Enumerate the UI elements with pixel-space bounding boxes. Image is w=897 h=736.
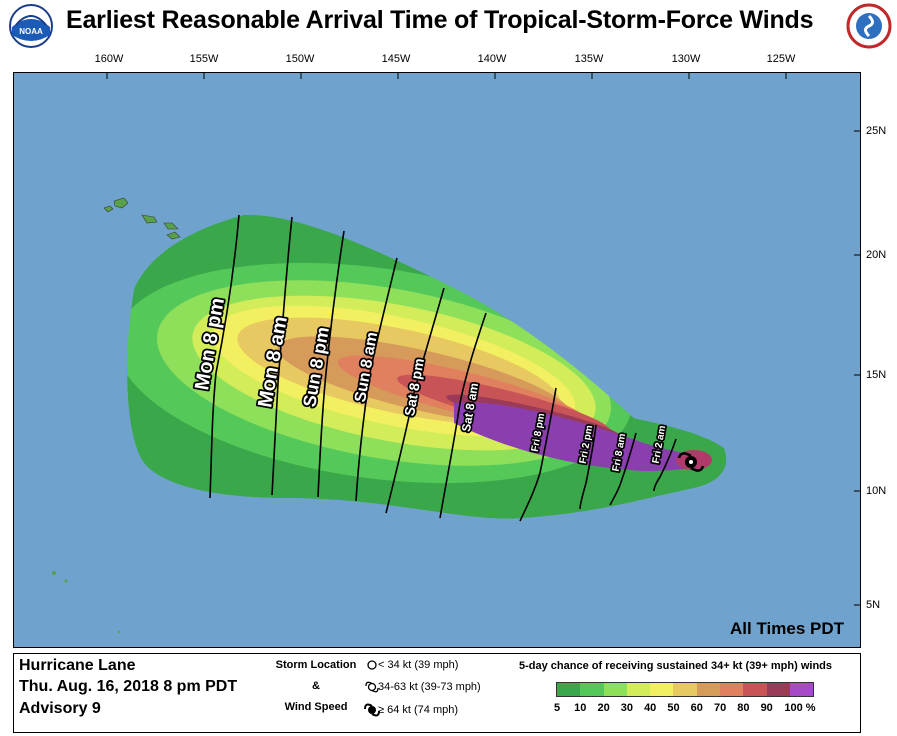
key-heading-bottom: Wind Speed bbox=[284, 701, 348, 713]
scale-swatch bbox=[720, 683, 744, 696]
scale-tick: 40 bbox=[644, 702, 657, 714]
key-item-storm: 34-63 kt (39-73 mph) bbox=[378, 681, 481, 693]
scale-tick: 70 bbox=[713, 702, 727, 714]
scale-tick: 30 bbox=[620, 702, 634, 714]
page-title: Earliest Reasonable Arrival Time of Trop… bbox=[66, 6, 814, 34]
longitude-label: 135W bbox=[574, 53, 604, 65]
footer-legend: Hurricane Lane Thu. Aug. 16, 2018 8 pm P… bbox=[13, 653, 861, 733]
storm-name: Hurricane Lane bbox=[19, 657, 136, 674]
key-item-weak: < 34 kt (39 mph) bbox=[378, 659, 459, 671]
longitude-label: 155W bbox=[189, 53, 219, 65]
scale-swatch bbox=[743, 683, 767, 696]
scale-tick: 90 bbox=[760, 702, 773, 714]
scale-swatch bbox=[673, 683, 697, 696]
longitude-label: 125W bbox=[766, 53, 796, 65]
scale-tick: 80 bbox=[737, 702, 750, 714]
longitude-label: 160W bbox=[94, 53, 124, 65]
advisory-number: Advisory 9 bbox=[19, 700, 101, 717]
key-heading-mid: & bbox=[312, 680, 320, 692]
map: Mon 8 pm Mon 8 pm Mon 8 am Mon 8 am Sun 8 pm… bbox=[13, 72, 861, 648]
longitude-label: 145W bbox=[381, 53, 411, 65]
scale-swatch bbox=[766, 683, 790, 696]
open-circle-icon bbox=[367, 660, 377, 670]
scale-tick: 50 bbox=[667, 702, 680, 714]
noaa-logo-text: NOAA bbox=[19, 27, 43, 36]
scale-swatch bbox=[650, 683, 674, 696]
latitude-label: 5N bbox=[866, 599, 881, 611]
longitude-label: 150W bbox=[285, 53, 315, 65]
scale-swatch bbox=[789, 683, 814, 696]
isochrone-lines bbox=[209, 214, 677, 522]
key-item-hurricane: ≥ 64 kt (74 mph) bbox=[378, 704, 459, 716]
probability-title: 5-day chance of receiving sustained 34+ … bbox=[519, 660, 832, 672]
probability-color-scale bbox=[556, 682, 815, 697]
map-ticks bbox=[106, 73, 860, 606]
scale-tick: 10 bbox=[574, 702, 587, 714]
scale-tick: 20 bbox=[597, 702, 610, 714]
key-heading-top: Storm Location bbox=[275, 659, 357, 671]
scale-tick: 100 % bbox=[784, 702, 816, 714]
all-times-note: All Times PDT bbox=[730, 619, 844, 638]
scale-tick: 60 bbox=[690, 702, 703, 714]
key-symbols bbox=[364, 660, 380, 717]
latitude-label: 25N bbox=[866, 125, 887, 137]
longitude-label: 140W bbox=[477, 53, 507, 65]
advisory-date: Thu. Aug. 16, 2018 8 pm PDT bbox=[19, 678, 238, 695]
scale-swatch bbox=[557, 683, 581, 696]
nws-logo bbox=[846, 3, 892, 49]
scale-swatch bbox=[603, 683, 627, 696]
scale-swatch bbox=[696, 683, 721, 696]
longitude-label: 130W bbox=[671, 53, 701, 65]
hurricane-icon bbox=[364, 703, 380, 717]
scale-tick: 5 bbox=[553, 702, 561, 714]
tropical-storm-icon bbox=[365, 681, 379, 693]
title-bar: NOAA Earliest Reasonable Arrival Time of… bbox=[0, 0, 897, 49]
latitude-label: 15N bbox=[866, 369, 887, 381]
scale-swatch bbox=[580, 683, 604, 696]
noaa-logo: NOAA bbox=[9, 4, 53, 48]
probability-swath bbox=[127, 214, 727, 519]
latitude-label: 10N bbox=[866, 485, 887, 497]
latitude-label: 20N bbox=[866, 249, 887, 261]
scale-swatch bbox=[626, 683, 651, 696]
hurricane-symbol bbox=[677, 452, 705, 472]
